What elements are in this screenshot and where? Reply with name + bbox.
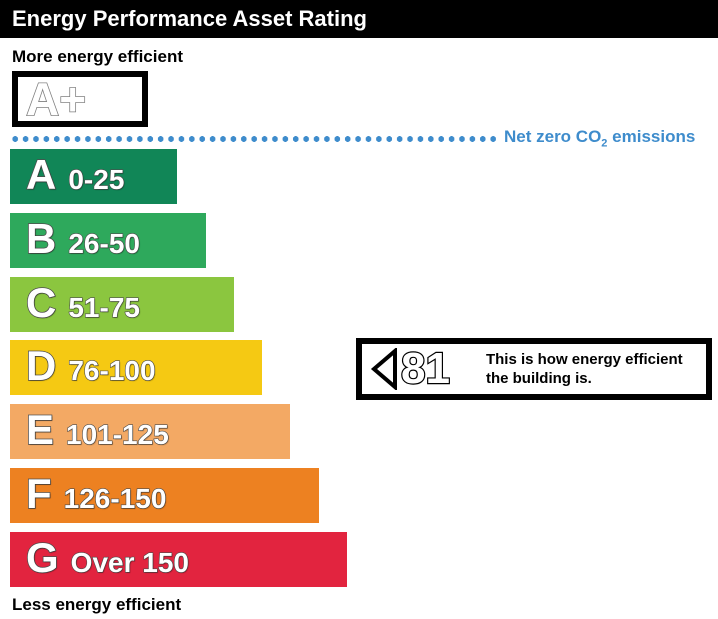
less-energy-efficient-label: Less energy efficient bbox=[12, 595, 182, 614]
band-f-letter: F bbox=[25, 469, 52, 518]
band-c-letter: C bbox=[25, 278, 57, 327]
band-f: F 126-150 bbox=[10, 468, 319, 523]
left-arrow-icon bbox=[370, 348, 397, 390]
band-g: G Over 150 bbox=[10, 532, 347, 587]
band-g-range: Over 150 bbox=[70, 546, 190, 578]
net-zero-row: Net zero CO2 emissions bbox=[10, 127, 710, 149]
rating-indicator: 81 This is how energy efficient the buil… bbox=[356, 338, 712, 400]
band-c-range: 51-75 bbox=[68, 291, 141, 323]
band-g-letter: G bbox=[25, 533, 59, 582]
net-zero-label: Net zero CO2 emissions bbox=[504, 127, 695, 149]
net-zero-text-prefix: Net zero CO bbox=[504, 126, 602, 146]
band-b-range: 26-50 bbox=[68, 227, 141, 259]
net-zero-dotted-line bbox=[10, 135, 496, 143]
a-plus-label: A+ bbox=[25, 73, 87, 125]
band-e-letter: E bbox=[25, 405, 55, 454]
band-a-letter: A bbox=[25, 150, 57, 199]
more-energy-efficient-label: More energy efficient bbox=[12, 47, 183, 66]
net-zero-text-suffix: emissions bbox=[607, 126, 696, 146]
band-e: E 101-125 bbox=[10, 404, 290, 459]
band-d-range: 76-100 bbox=[68, 354, 156, 386]
band-f-range: 126-150 bbox=[63, 482, 167, 514]
rating-value: 81 bbox=[400, 343, 451, 393]
band-e-range: 101-125 bbox=[65, 418, 169, 450]
a-plus-badge: A+ bbox=[12, 71, 148, 127]
band-a: A 0-25 bbox=[10, 149, 177, 204]
band-b-letter: B bbox=[25, 214, 57, 263]
band-a-range: 0-25 bbox=[68, 163, 125, 195]
net-zero-subscript: 2 bbox=[601, 137, 608, 150]
page-title: Energy Performance Asset Rating bbox=[12, 6, 367, 31]
title-bar: Energy Performance Asset Rating bbox=[0, 0, 718, 38]
rating-description: This is how energy efficient the buildin… bbox=[485, 351, 683, 387]
band-d: D 76-100 bbox=[10, 340, 262, 395]
band-c: C 51-75 bbox=[10, 277, 234, 332]
band-b: B 26-50 bbox=[10, 213, 206, 268]
band-d-letter: D bbox=[25, 341, 57, 390]
